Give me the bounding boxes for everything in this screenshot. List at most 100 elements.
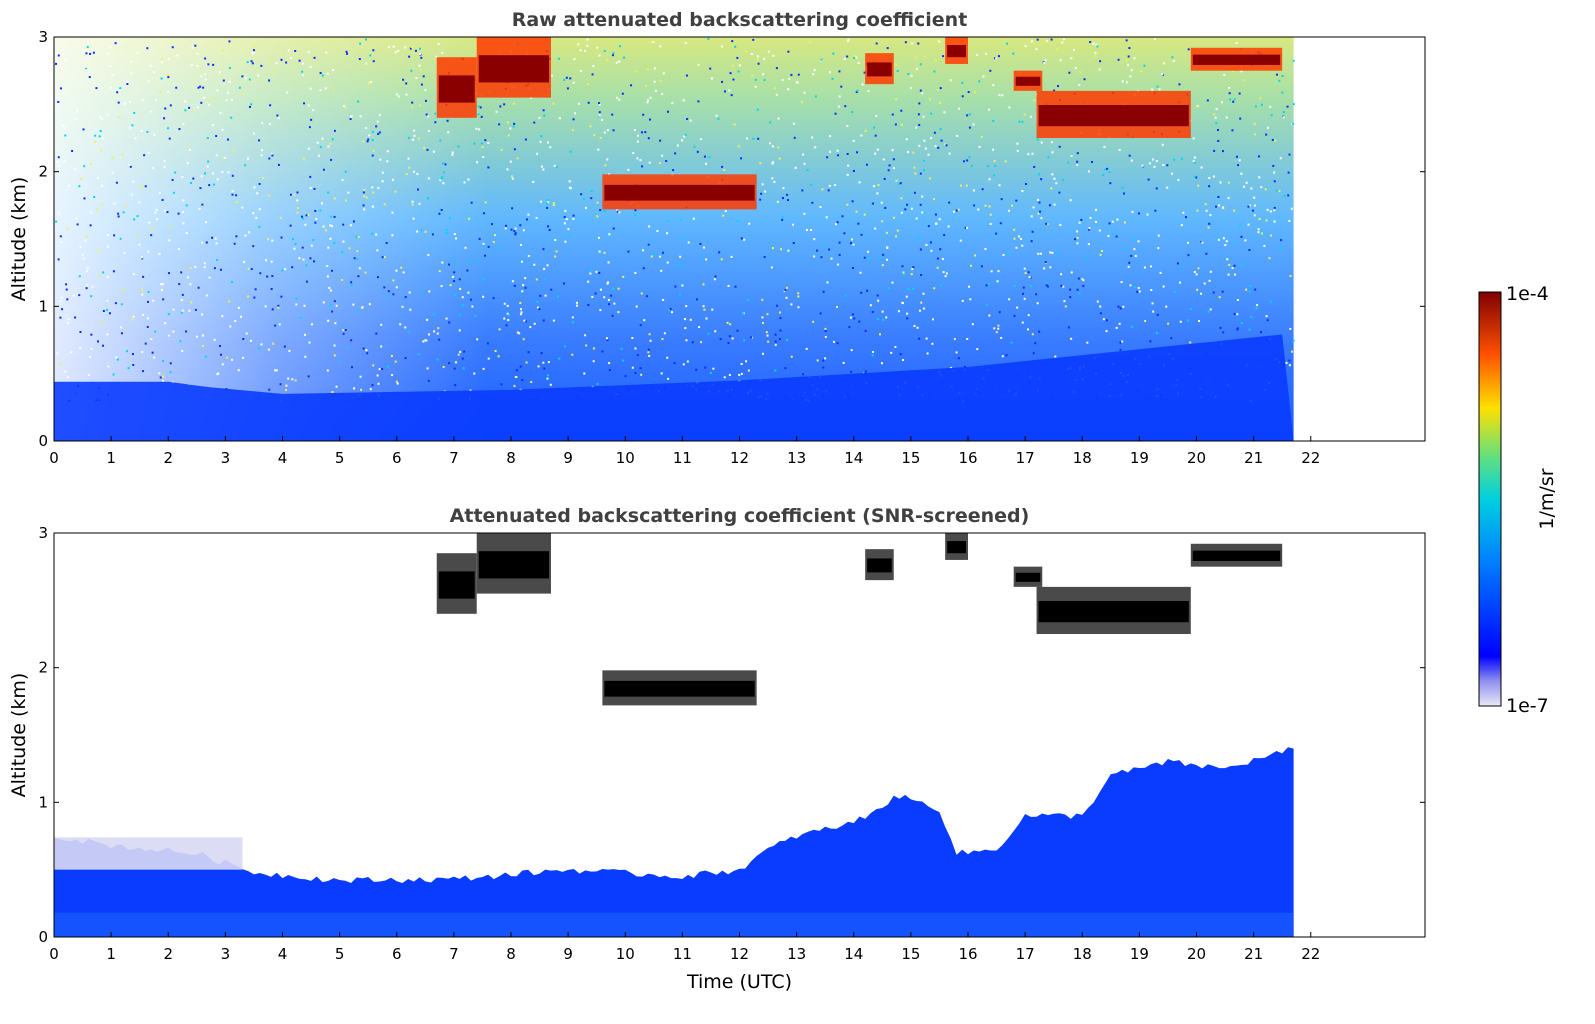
noise-pixel [868, 256, 871, 259]
noise-pixel [1000, 336, 1003, 339]
noise-pixel [473, 372, 476, 375]
noise-pixel [1095, 208, 1098, 211]
noise-pixel [405, 173, 408, 176]
noise-pixel [442, 365, 445, 368]
noise-pixel [153, 133, 156, 136]
noise-pixel [213, 267, 216, 270]
noise-pixel [519, 301, 522, 304]
noise-pixel [522, 229, 525, 232]
noise-pixel [123, 102, 126, 105]
noise-pixel [654, 253, 657, 256]
noise-pixel [158, 372, 161, 375]
noise-pixel [227, 138, 230, 141]
noise-pixel [1291, 350, 1294, 353]
noise-pixel [829, 135, 832, 138]
noise-pixel [318, 154, 321, 157]
noise-pixel [87, 373, 90, 376]
noise-pixel [1053, 177, 1056, 180]
noise-pixel [746, 137, 749, 140]
noise-pixel [1133, 57, 1136, 60]
noise-pixel [1267, 126, 1270, 129]
noise-pixel [781, 79, 784, 82]
noise-pixel [915, 56, 918, 59]
noise-pixel [1034, 342, 1037, 345]
noise-pixel [432, 150, 435, 153]
noise-pixel [1087, 170, 1090, 173]
noise-pixel [828, 184, 831, 187]
noise-pixel [577, 43, 580, 46]
noise-pixel [1130, 325, 1133, 328]
noise-pixel [1012, 52, 1015, 55]
noise-pixel [230, 99, 233, 102]
noise-pixel [454, 384, 457, 387]
noise-pixel [1273, 220, 1276, 223]
noise-pixel [881, 264, 884, 267]
noise-pixel [584, 206, 587, 209]
noise-pixel [111, 171, 114, 174]
noise-pixel [660, 269, 663, 272]
noise-pixel [723, 169, 726, 172]
noise-pixel [542, 319, 545, 322]
noise-pixel [846, 173, 849, 176]
noise-pixel [922, 115, 925, 118]
noise-pixel [1245, 288, 1248, 291]
noise-pixel [285, 61, 288, 64]
noise-pixel [851, 313, 854, 316]
noise-pixel [284, 268, 287, 271]
noise-pixel [305, 214, 308, 217]
noise-pixel [771, 145, 774, 148]
noise-pixel [1223, 73, 1226, 76]
noise-pixel [438, 212, 441, 215]
noise-pixel [61, 123, 64, 126]
noise-pixel [770, 266, 773, 269]
noise-pixel [1200, 166, 1203, 169]
noise-pixel [984, 248, 987, 251]
noise-pixel [938, 40, 941, 43]
noise-pixel [386, 365, 389, 368]
noise-pixel [913, 325, 916, 328]
x-tick-label: 21 [1244, 945, 1263, 963]
noise-pixel [737, 145, 740, 148]
noise-pixel [1051, 173, 1054, 176]
noise-pixel [714, 330, 717, 333]
noise-pixel [161, 360, 164, 363]
noise-pixel [785, 286, 788, 289]
noise-pixel [449, 284, 452, 287]
noise-pixel [937, 146, 940, 149]
noise-pixel [160, 60, 163, 63]
noise-pixel [904, 208, 907, 211]
noise-pixel [294, 242, 297, 245]
noise-pixel [1151, 302, 1154, 305]
noise-pixel [1102, 174, 1105, 177]
noise-pixel [144, 185, 147, 188]
noise-pixel [558, 357, 561, 360]
noise-pixel [293, 247, 296, 250]
noise-pixel [542, 109, 545, 112]
noise-pixel [181, 211, 184, 214]
noise-pixel [524, 277, 527, 280]
noise-pixel [372, 49, 375, 52]
noise-pixel [1004, 160, 1007, 163]
noise-pixel [148, 221, 151, 224]
noise-pixel [1030, 115, 1033, 118]
noise-pixel [920, 301, 923, 304]
noise-pixel [344, 329, 347, 332]
noise-pixel [1260, 103, 1263, 106]
noise-pixel [172, 330, 175, 333]
noise-pixel [607, 261, 610, 264]
noise-pixel [164, 322, 167, 325]
noise-pixel [162, 375, 165, 378]
noise-pixel [515, 369, 518, 372]
noise-pixel [96, 176, 99, 179]
noise-pixel [1008, 298, 1011, 301]
noise-pixel [940, 284, 943, 287]
noise-pixel [310, 323, 313, 326]
noise-pixel [1082, 279, 1085, 282]
x-tick-label: 4 [278, 449, 288, 467]
noise-pixel [1231, 129, 1234, 132]
noise-pixel [871, 354, 874, 357]
noise-pixel [1049, 266, 1052, 269]
noise-pixel [922, 169, 925, 172]
